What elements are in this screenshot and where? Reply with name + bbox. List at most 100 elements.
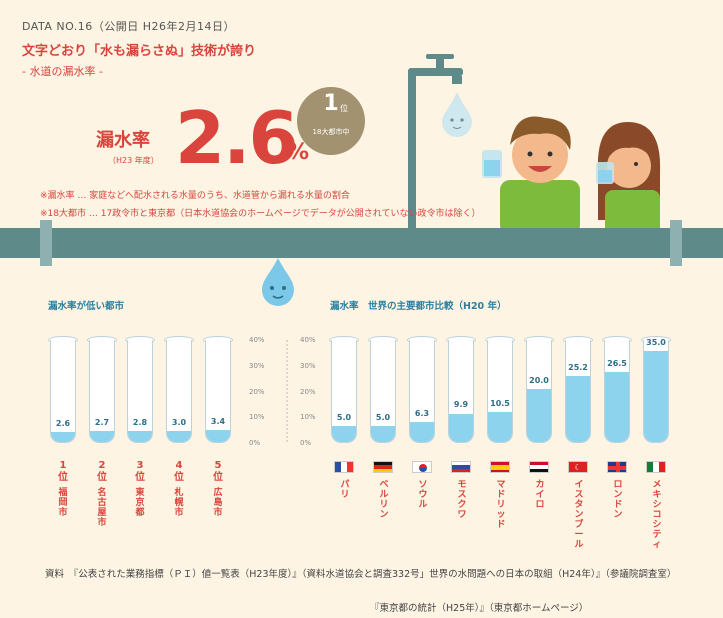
measuring-tube xyxy=(166,340,192,443)
y-tick-label: 10% xyxy=(300,413,316,422)
world-city-label: ロンドン xyxy=(613,480,623,520)
bar-value-label: 2.7 xyxy=(94,418,110,428)
rank-badge: 1 位 18大都市中 xyxy=(297,87,365,155)
rank-unit: 位 xyxy=(97,472,107,483)
y-tick-label: 40% xyxy=(300,336,316,344)
y-tick-label: 20% xyxy=(249,387,265,396)
y-tick-label: 20% xyxy=(300,387,316,396)
world-city-label: ソウル xyxy=(418,480,428,510)
rank-number: 2 xyxy=(98,460,106,471)
y-tick-label: 0% xyxy=(300,439,312,447)
y-tick-label: 40% xyxy=(249,336,265,344)
faucet-illustration xyxy=(408,54,661,235)
world-city-label: モスクワ xyxy=(457,480,467,520)
rank-unit: 位 xyxy=(135,472,145,483)
domestic-chart-title: 漏水率が低い都市 xyxy=(48,301,125,312)
rank-number: 1 xyxy=(323,91,339,116)
bar-fill xyxy=(51,431,75,442)
bar-value-label: 10.5 xyxy=(490,399,510,408)
rank-scope: 18大都市中 xyxy=(312,128,350,136)
note-leak-rate: ※漏水率 … 家庭などへ配水される水量のうち、水道管から漏れる水量の割合 xyxy=(40,191,350,201)
russia-flag xyxy=(451,461,471,473)
water-pipe xyxy=(0,228,723,258)
data-number: DATA NO.16（公開日 H26年2月14日） xyxy=(22,20,236,33)
bar-fill xyxy=(206,429,230,442)
rank-unit: 位 xyxy=(58,472,68,483)
bar-value-label: 5.0 xyxy=(336,412,352,422)
bar-value-label: 20.0 xyxy=(529,375,549,385)
measuring-tube xyxy=(604,340,630,443)
city-label: 福岡市 xyxy=(58,488,68,518)
bar-fill xyxy=(566,375,590,442)
water-drop-icon xyxy=(442,92,472,137)
measuring-tube xyxy=(565,340,591,443)
measuring-tube xyxy=(370,340,396,443)
uk-flag xyxy=(607,461,627,473)
bar-value-label: 9.9 xyxy=(453,400,469,410)
world-chart-title: 漏水率 世界の主要都市比較（H20 年） xyxy=(330,301,507,312)
world-city-label: マドリッド xyxy=(496,480,506,530)
bar-fill xyxy=(167,430,191,442)
y-tick-label: 30% xyxy=(300,361,316,370)
bar-value-label: 3.0 xyxy=(171,417,187,427)
bar-fill xyxy=(371,425,395,442)
source-line-1: 資料 『公表された業務指標（ＰＩ）値一覧表（H23年度）』（資料水道協会と調査3… xyxy=(45,569,677,580)
world-city-label: イスタンブール xyxy=(574,480,584,550)
leak-rate-value: 2.6 xyxy=(175,96,299,180)
bar-value-label: 2.6 xyxy=(55,418,71,428)
measuring-tube xyxy=(448,340,474,443)
rank-number: 5 xyxy=(214,460,222,471)
france-flag xyxy=(334,461,354,473)
rank-number: 3 xyxy=(136,460,144,471)
germany-flag xyxy=(373,461,393,473)
leak-rate-year: （H23 年度） xyxy=(108,156,159,165)
y-tick-label: 10% xyxy=(249,413,265,422)
rank-unit: 位 xyxy=(340,104,348,113)
note-18-cities: ※18大都市 … 17政令市と東京都（日本水道協会のホームページでデータが公開さ… xyxy=(40,209,481,219)
mexico-flag xyxy=(646,461,666,473)
spain-flag xyxy=(490,461,510,473)
source-line-2: 『東京都の統計（H25年）』（東京都ホームページ） xyxy=(370,603,589,614)
bar-fill xyxy=(410,422,434,442)
bar-fill xyxy=(449,413,473,442)
subheadline: - 水道の漏水率 - xyxy=(22,65,103,78)
bar-fill xyxy=(527,388,551,442)
bar-value-label: 25.2 xyxy=(568,362,588,372)
bar-fill xyxy=(332,425,356,442)
rank-unit: 位 xyxy=(174,472,184,483)
world-city-label: パリ xyxy=(340,480,350,500)
y-tick-label: 30% xyxy=(249,361,265,370)
pipe-joint xyxy=(40,220,52,266)
turkey-flag: ☾ xyxy=(568,461,588,473)
measuring-tube xyxy=(205,340,231,443)
city-label: 札幌市 xyxy=(174,488,184,518)
leak-rate-unit: % xyxy=(287,140,310,165)
measuring-tube xyxy=(487,340,513,443)
bar-value-label: 5.0 xyxy=(375,412,391,422)
bar-value-label: 3.4 xyxy=(210,416,226,426)
rank-unit: 位 xyxy=(213,472,223,483)
pipe-joint xyxy=(670,220,682,266)
measuring-tube xyxy=(89,340,115,443)
boy-icon xyxy=(482,116,580,235)
bar-value-label: 2.8 xyxy=(132,418,148,428)
city-label: 名古屋市 xyxy=(97,488,107,528)
girl-icon xyxy=(596,122,661,235)
korea-flag xyxy=(412,461,432,473)
world-city-label: メキシコシティ xyxy=(652,480,662,550)
measuring-tube xyxy=(50,340,76,443)
world-city-label: ベルリン xyxy=(379,480,389,520)
headline: 文字どおり「水も漏らさぬ」技術が誇り xyxy=(22,44,257,59)
bar-fill xyxy=(90,431,114,442)
scale-line xyxy=(286,340,288,443)
city-label: 広島市 xyxy=(213,488,223,518)
faucet-icon xyxy=(408,54,463,235)
bar-value-label: 6.3 xyxy=(414,409,430,419)
egypt-flag xyxy=(529,461,549,473)
bar-fill xyxy=(128,431,152,442)
bar-value-label: 26.5 xyxy=(607,359,627,369)
measuring-tube xyxy=(331,340,357,443)
city-label: 東京都 xyxy=(135,488,145,518)
measuring-tube xyxy=(409,340,435,443)
rank-number: 4 xyxy=(175,460,183,471)
